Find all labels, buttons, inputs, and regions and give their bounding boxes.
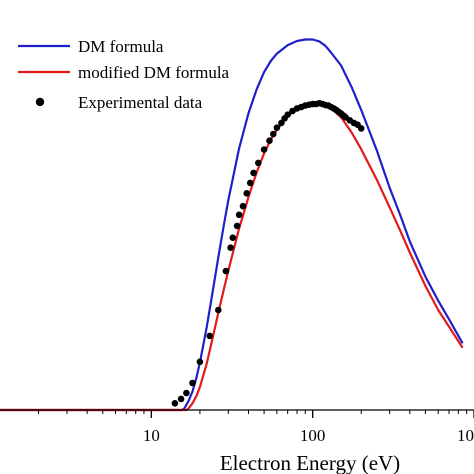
data-point <box>227 244 234 251</box>
data-point <box>189 379 196 387</box>
data-point <box>233 222 241 230</box>
data-point <box>250 169 257 177</box>
data-point <box>215 306 222 314</box>
data-point <box>239 202 247 210</box>
legend-label-modified-dm-formula: modified DM formula <box>78 63 230 82</box>
legend-marker-experimental-data <box>35 97 45 107</box>
data-point <box>235 211 243 219</box>
x-tick-label: 10 <box>143 426 160 445</box>
data-point <box>222 267 230 275</box>
data-point <box>246 179 254 187</box>
data-point <box>266 137 273 144</box>
data-point <box>171 400 179 407</box>
x-axis-label: Electron Energy (eV) <box>220 451 400 474</box>
legend-label-dm-formula: DM formula <box>78 37 164 56</box>
data-point <box>177 395 185 403</box>
axes: 10 100 1000 <box>0 409 474 445</box>
legend: DM formula modified DM formula Experimen… <box>18 37 230 112</box>
data-point <box>243 190 250 197</box>
series-line-dm-formula <box>0 38 464 412</box>
series-layer <box>0 38 464 412</box>
data-point <box>284 111 292 118</box>
data-point <box>260 146 268 153</box>
x-tick-label: 100 <box>300 426 326 445</box>
data-point <box>357 125 365 132</box>
legend-label-experimental-data: Experimental data <box>78 93 203 112</box>
data-point <box>196 358 204 366</box>
data-point <box>273 124 281 131</box>
data-point <box>254 159 262 167</box>
data-point <box>206 332 213 340</box>
data-point <box>229 234 237 241</box>
series-line-modified-dm-formula <box>0 101 464 412</box>
data-point <box>183 389 190 397</box>
data-point <box>270 130 277 138</box>
x-tick-label: 1000 <box>457 426 474 445</box>
